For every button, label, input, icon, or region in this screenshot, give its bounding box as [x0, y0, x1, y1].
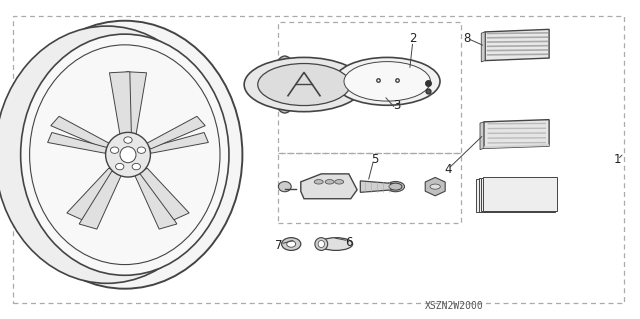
Ellipse shape: [334, 57, 440, 105]
Polygon shape: [476, 179, 554, 212]
Circle shape: [325, 180, 334, 184]
Text: 3: 3: [393, 99, 401, 112]
Ellipse shape: [116, 163, 124, 170]
Text: 1: 1: [614, 153, 621, 166]
Polygon shape: [360, 181, 392, 192]
Ellipse shape: [20, 34, 229, 275]
Polygon shape: [479, 178, 556, 212]
Ellipse shape: [272, 56, 298, 113]
Polygon shape: [484, 120, 549, 148]
Ellipse shape: [7, 21, 243, 289]
Text: 7: 7: [275, 239, 282, 252]
Polygon shape: [425, 177, 445, 196]
Polygon shape: [146, 116, 205, 149]
Ellipse shape: [111, 147, 119, 153]
Polygon shape: [483, 177, 557, 211]
Ellipse shape: [106, 132, 150, 177]
Ellipse shape: [318, 241, 324, 248]
Polygon shape: [51, 116, 110, 149]
Polygon shape: [480, 122, 484, 150]
Text: 2: 2: [409, 32, 417, 45]
Ellipse shape: [132, 163, 140, 170]
Polygon shape: [134, 171, 177, 229]
Text: 6: 6: [345, 236, 353, 249]
Ellipse shape: [124, 137, 132, 143]
Polygon shape: [485, 29, 549, 61]
Circle shape: [314, 180, 323, 184]
Text: 8: 8: [463, 32, 471, 45]
Ellipse shape: [319, 238, 353, 250]
Polygon shape: [481, 32, 485, 62]
Ellipse shape: [287, 241, 296, 247]
Text: XSZN2W2000: XSZN2W2000: [425, 301, 484, 311]
Ellipse shape: [387, 182, 404, 192]
Polygon shape: [47, 132, 108, 153]
Ellipse shape: [244, 57, 364, 112]
Ellipse shape: [137, 147, 145, 153]
Ellipse shape: [282, 238, 301, 250]
Ellipse shape: [391, 184, 400, 189]
Polygon shape: [139, 168, 189, 220]
Ellipse shape: [389, 183, 402, 190]
Polygon shape: [67, 168, 117, 220]
Ellipse shape: [278, 182, 291, 192]
Ellipse shape: [315, 238, 328, 250]
Polygon shape: [109, 72, 131, 134]
Polygon shape: [125, 72, 147, 134]
Polygon shape: [481, 177, 556, 211]
Ellipse shape: [344, 62, 431, 101]
Text: 4: 4: [444, 163, 452, 175]
Polygon shape: [301, 174, 357, 199]
Circle shape: [430, 184, 440, 189]
Text: 5: 5: [371, 153, 378, 166]
Polygon shape: [79, 171, 122, 229]
Ellipse shape: [0, 26, 219, 283]
Ellipse shape: [258, 63, 350, 106]
Circle shape: [335, 180, 344, 184]
Polygon shape: [484, 144, 549, 148]
Polygon shape: [148, 132, 209, 153]
Ellipse shape: [120, 147, 136, 163]
